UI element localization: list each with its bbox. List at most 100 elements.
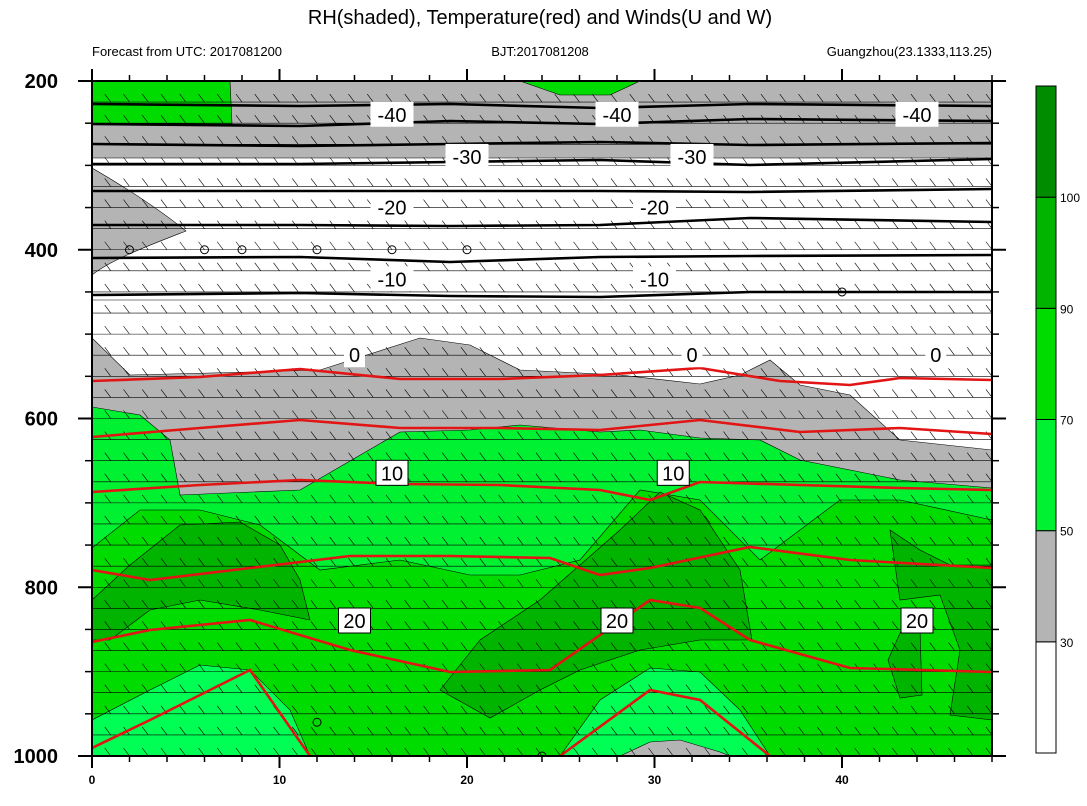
- wind-barb-flag: [929, 368, 936, 377]
- wind-barb-flag: [685, 621, 693, 630]
- wind-barb-flag: [929, 600, 936, 609]
- wind-barb-flag: [273, 536, 280, 546]
- wind-barb-flag: [404, 642, 411, 651]
- wind-barb-flag: [704, 705, 711, 714]
- wind-barb-flag: [498, 600, 505, 609]
- wind-barb-flag: [592, 557, 599, 567]
- wind-barb-flag: [423, 621, 430, 630]
- wind-barb-flag: [854, 705, 861, 714]
- wind-barb-flag: [460, 431, 468, 440]
- wind-barb-flag: [554, 431, 561, 440]
- wind-barb-flag: [554, 600, 561, 609]
- wind-barb-flag: [235, 642, 243, 651]
- calm-wind-circle: [537, 751, 547, 756]
- wind-barb-flag: [554, 515, 561, 525]
- wind-barb-flag: [798, 726, 805, 736]
- wind-barb-flag: [629, 684, 636, 693]
- wind-barb-flag: [329, 452, 336, 461]
- wind-barb-flag: [254, 600, 261, 609]
- wind-barb-flag: [254, 262, 261, 272]
- wind-barb-flag: [592, 410, 599, 419]
- wind-barb-flag: [723, 199, 730, 208]
- wind-barb-flag: [179, 494, 186, 504]
- contour-label-box: [595, 101, 639, 127]
- wind-barb-flag: [235, 515, 243, 525]
- wind-barb-flag: [179, 536, 186, 546]
- colorbar-tick-label: 100: [1060, 191, 1080, 205]
- wind-barb-flag: [854, 325, 861, 335]
- wind-barb-flag: [142, 705, 149, 714]
- wind-barb-flag: [967, 283, 974, 293]
- wind-barb-flag: [629, 642, 636, 651]
- wind-barb-flag: [798, 93, 805, 103]
- wind-barb-flag: [592, 621, 599, 630]
- wind-barb-flag: [610, 473, 618, 482]
- wind-barb-flag: [460, 557, 468, 567]
- wind-barb-flag: [235, 536, 243, 546]
- rh-shade-green-top: [92, 81, 233, 125]
- wind-barb-flag: [742, 621, 749, 630]
- wind-barb-flag: [254, 347, 261, 356]
- wind-barb-flag: [423, 241, 430, 250]
- contour-label-box: [925, 342, 947, 368]
- wind-barb-flag: [442, 642, 449, 651]
- wind-barb-flag: [329, 304, 336, 314]
- wind-barb-flag: [835, 431, 843, 440]
- wind-barb-flag: [817, 283, 824, 293]
- wind-barb-flag: [310, 621, 318, 630]
- wind-barb-flag: [629, 389, 636, 398]
- wind-barb-flag: [742, 642, 749, 651]
- wind-barb-flag: [723, 431, 730, 440]
- wind-barb-flag: [367, 452, 374, 461]
- wind-barb-flag: [142, 262, 149, 272]
- wind-barb-flag: [160, 283, 168, 293]
- wind-barb-flag: [704, 241, 711, 250]
- wind-barb-flag: [779, 93, 786, 103]
- wind-barb-flag: [460, 410, 468, 419]
- wind-barb-flag: [179, 473, 186, 482]
- wind-barb-flag: [817, 747, 824, 756]
- wind-barb-flag: [854, 241, 861, 250]
- wind-barb-flag: [723, 494, 730, 504]
- wind-barb-flag: [348, 389, 355, 398]
- wind-barb-flag: [479, 262, 486, 272]
- wind-barb-flag: [573, 684, 580, 693]
- wind-barb-flag: [142, 325, 149, 335]
- wind-barb-flag: [310, 684, 318, 693]
- wind-barb-flag: [817, 220, 824, 229]
- wind-barb-flag: [704, 663, 711, 672]
- wind-barb-flag: [835, 389, 843, 398]
- wind-barb-flag: [498, 579, 505, 588]
- wind-barb-flag: [779, 368, 786, 377]
- wind-barb-flag: [779, 389, 786, 398]
- contour-label: -40: [378, 105, 407, 127]
- wind-barb-flag: [310, 579, 318, 588]
- wind-barb-flag: [873, 304, 880, 314]
- x-tick-label: 10: [273, 773, 287, 787]
- wind-barb-flag: [517, 747, 524, 756]
- wind-barb-flag: [179, 136, 186, 145]
- wind-barb-flag: [817, 93, 824, 103]
- wind-barb-flag: [742, 557, 749, 567]
- wind-barb-flag: [235, 747, 243, 756]
- wind-barb-flag: [273, 431, 280, 440]
- wind-barb-flag: [348, 705, 355, 714]
- calm-wind-circle: [462, 245, 472, 255]
- wind-barb-flag: [329, 600, 336, 609]
- wind-barb-flag: [423, 410, 430, 419]
- wind-barb-flag: [498, 726, 505, 736]
- wind-barb-flag: [873, 410, 880, 419]
- wind-barb-flag: [104, 241, 111, 250]
- wind-barb-flag: [742, 93, 749, 103]
- subtitle-center: BJT:2017081208: [491, 44, 589, 59]
- wind-barb-flag: [142, 452, 149, 461]
- wind-barb-flag: [629, 600, 636, 609]
- wind-barb-flag: [517, 262, 524, 272]
- wind-barb-flag: [592, 515, 599, 525]
- wind-barb-flag: [329, 494, 336, 504]
- wind-barb-flag: [629, 241, 636, 250]
- wind-barb-flag: [873, 536, 880, 546]
- calm-wind-circle: [125, 245, 134, 255]
- wind-barb-flag: [798, 663, 805, 672]
- contour-label-box: [681, 342, 703, 368]
